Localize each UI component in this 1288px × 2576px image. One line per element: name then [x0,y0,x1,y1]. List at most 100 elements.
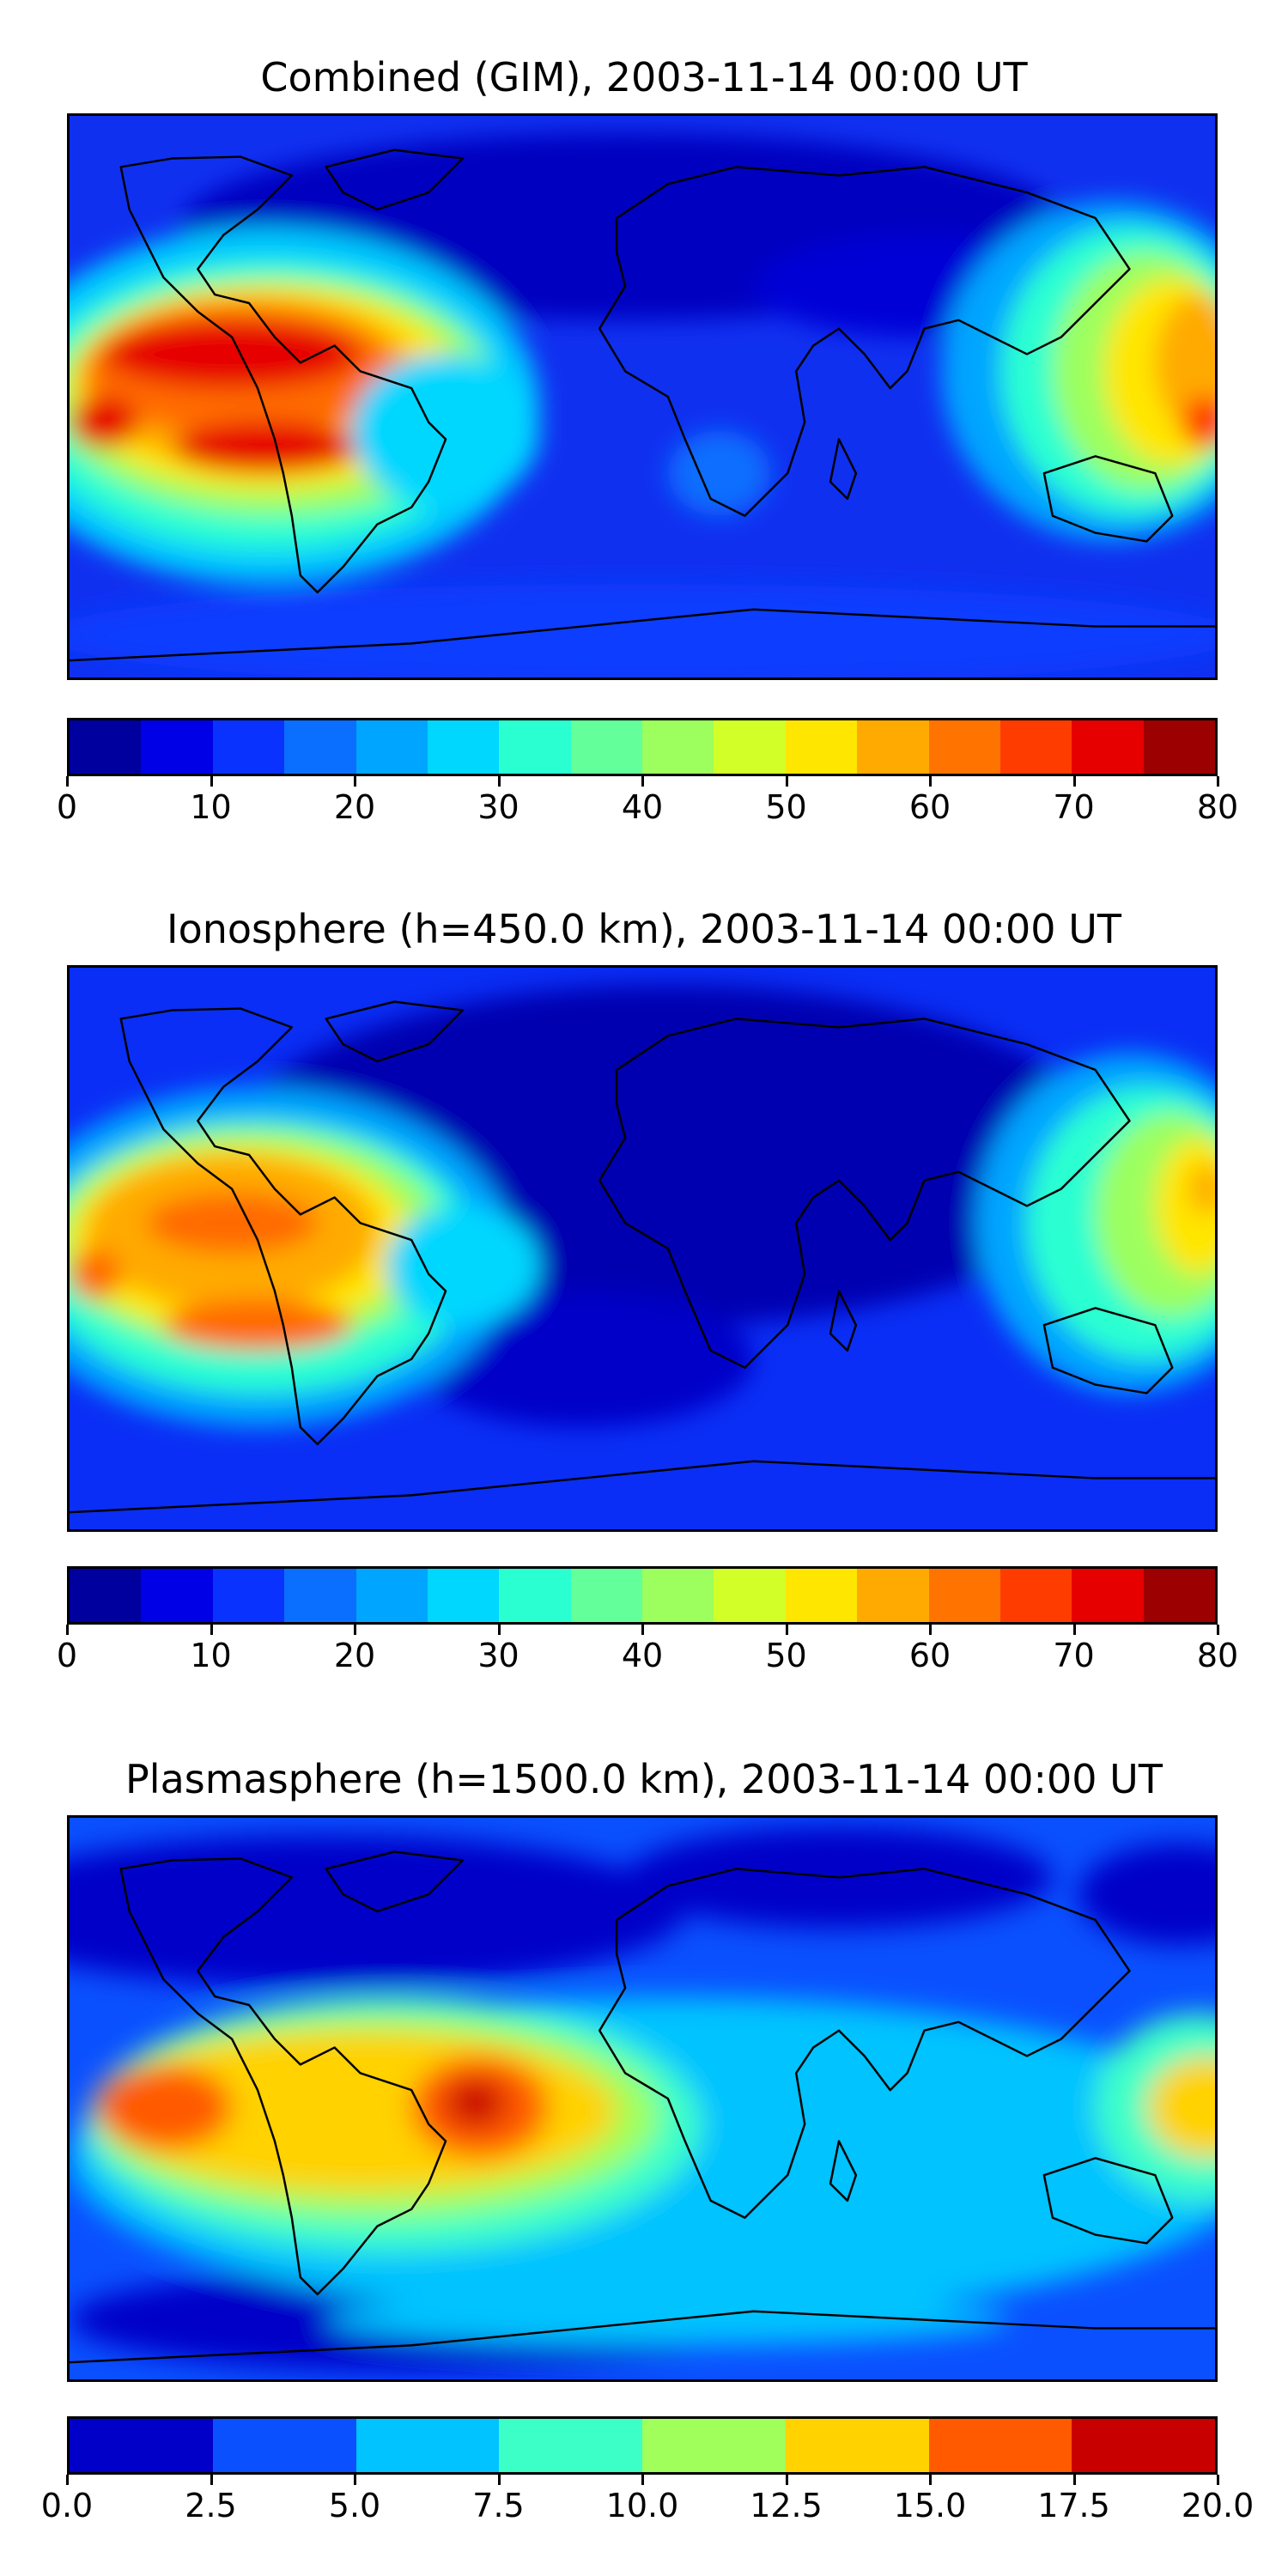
colorbar-segment [1143,1569,1215,1622]
colorbar-segment [1072,720,1144,774]
coastlines [70,1000,1215,1514]
colorbar-tick-label: 60 [908,788,951,826]
colorbar-segment [70,720,142,774]
colorbar-tick-mark [641,776,644,787]
colorbar-tick-label: 12.5 [750,2487,823,2524]
colorbar-segment [857,1569,929,1622]
colorbar-tick-mark [929,2475,932,2485]
colorbar-tick-mark [210,776,213,787]
colorbar-tick-mark [354,776,356,787]
colorbar-tick-mark [66,776,69,787]
colorbar-tick-mark [497,2475,501,2485]
colorbar-tick-label: 17.5 [1037,2487,1110,2524]
colorbar-segment [284,1569,356,1622]
colorbar-tick-label: 70 [1053,788,1095,826]
map-field [70,116,1215,677]
colorbar-tick-mark [1217,1625,1219,1635]
colorbar-tick-mark [497,1625,501,1635]
colorbar-tick-mark [641,1625,644,1635]
panel-title: Plasmasphere (h=1500.0 km), 2003-11-14 0… [125,1756,1163,1802]
colorbar-segment [1143,720,1215,774]
colorbar-segment [212,720,285,774]
colorbar-tick-label: 0.0 [40,2487,94,2524]
coastlines [70,1850,1215,2364]
colorbar-ticks: 0 10 20 30 40 50 60 70 80 [57,776,1238,828]
colorbar-tick-label: 5.0 [328,2487,381,2524]
colorbar-tick-mark [497,776,501,787]
colorbar-tick-mark [785,776,788,787]
colorbar-segment [355,2419,500,2472]
colorbar-tick-label: 15.0 [893,2487,967,2524]
colorbar-segment [570,1569,642,1622]
colorbar-tick-label: 80 [1196,788,1239,826]
colorbar-segment [212,2419,356,2472]
colorbar-tick-mark [641,2475,644,2485]
colorbar-ticks: 0 10 20 30 40 50 60 70 80 [57,1625,1238,1676]
colorbar-segment [1072,2419,1215,2472]
tec-map-combined [67,113,1218,680]
colorbar-segment [785,2419,929,2472]
colorbar-segment [1072,1569,1144,1622]
map-field [70,1818,1215,2379]
colorbar-segment [427,720,500,774]
colorbar-tick-label: 60 [908,1637,951,1674]
colorbar-tick-label: 20 [333,1637,376,1674]
colorbar-segment [999,720,1072,774]
panel-title: Ionosphere (h=450.0 km), 2003-11-14 00:0… [167,906,1121,952]
colorbar-segment [284,720,356,774]
colorbar-segment [642,720,714,774]
colorbar-segment [141,1569,213,1622]
colorbar-segment [714,720,786,774]
colorbar-segment [999,1569,1072,1622]
colorbar-segment [499,1569,571,1622]
colorbar-segment [785,1569,858,1622]
colorbar-tick-label: 2.5 [185,2487,237,2524]
colorbar-tick-label: 7.5 [472,2487,525,2524]
colorbar-tick-label: 50 [765,1637,807,1674]
colorbar-tick-label: 10 [190,1637,232,1674]
colorbar-segment [70,1569,142,1622]
colorbar-tick-label: 30 [477,1637,519,1674]
colorbar-tick-label: 50 [765,788,807,826]
colorbar-tick-label: 10.0 [605,2487,679,2524]
colorbar-tick-mark [1072,776,1076,787]
colorbar-tick-mark [354,1625,356,1635]
colorbar-tick-mark [929,1625,932,1635]
colorbar-tick-label: 40 [621,1637,664,1674]
colorbar-segment [427,1569,500,1622]
colorbar-tick-mark [1217,2475,1219,2485]
colorbar-tick-mark [66,1625,69,1635]
colorbar-tick-label: 30 [477,788,519,826]
colorbar-tick-label: 0 [56,1637,78,1674]
colorbar-tick-mark [210,2475,213,2485]
colorbar-segment [355,720,428,774]
colorbar-tick-mark [1217,776,1219,787]
colorbar-segment [928,2419,1072,2472]
panel-title: Combined (GIM), 2003-11-14 00:00 UT [260,54,1028,100]
colorbar-tick-label: 20.0 [1181,2487,1255,2524]
colorbar-segment [857,720,929,774]
colorbar-ticks: 0.0 2.5 5.0 7.5 10.0 12.5 15.0 17.5 20.0 [41,2475,1254,2526]
colorbar-tick-mark [785,2475,788,2485]
colorbar-tick-mark [929,776,932,787]
colorbar-tick-label: 40 [621,788,664,826]
tec-map-plasmasphere [67,1815,1218,2382]
colorbar-segment [785,720,858,774]
colorbar-segment [642,1569,714,1622]
colorbar-tick-mark [1072,2475,1076,2485]
colorbar [67,2416,1218,2475]
colorbar-tick-label: 80 [1196,1637,1239,1674]
tec-map-ionosphere [67,965,1218,1532]
colorbar-segment [642,2419,786,2472]
colorbar-segment [570,720,642,774]
map-field [70,968,1215,1529]
colorbar-segment [714,1569,786,1622]
coastlines [70,149,1215,662]
colorbar [67,718,1218,776]
colorbar-tick-label: 20 [333,788,376,826]
colorbar-segment [355,1569,428,1622]
colorbar-segment [928,1569,1000,1622]
colorbar-segment [212,1569,285,1622]
colorbar-tick-mark [785,1625,788,1635]
colorbar [67,1566,1218,1625]
